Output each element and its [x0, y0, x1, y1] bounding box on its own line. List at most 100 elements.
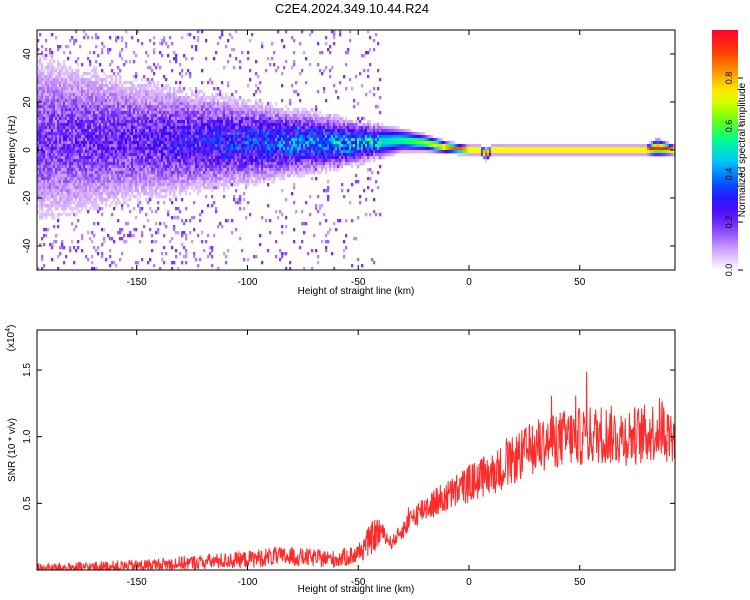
heatmap-cell: [61, 66, 64, 70]
heatmap-cell: [59, 159, 62, 163]
heatmap-cell: [141, 123, 144, 127]
heatmap-cell: [51, 201, 54, 205]
heatmap-cell: [237, 141, 240, 145]
heatmap-cell: [217, 108, 220, 112]
heatmap-cell: [65, 156, 68, 160]
heatmap-cell: [67, 162, 70, 166]
heatmap-cell: [81, 114, 84, 118]
heatmap-cell: [99, 102, 102, 106]
heatmap-cell: [129, 150, 132, 154]
heatmap-cell: [85, 198, 88, 202]
heatmap-cell: [51, 183, 54, 187]
heatmap-cell: [107, 123, 110, 127]
heatmap-cell: [89, 84, 92, 88]
heatmap-cell: [249, 159, 252, 163]
heatmap-cell: [87, 201, 90, 205]
heatmap-cell: [191, 105, 194, 109]
heatmap-cell: [165, 147, 168, 151]
heatmap-cell: [173, 261, 176, 265]
heatmap-cell: [55, 105, 58, 109]
heatmap-cell: [245, 135, 248, 139]
heatmap-cell: [71, 141, 74, 145]
heatmap-cell: [87, 171, 90, 175]
heatmap-cell: [149, 126, 152, 130]
heatmap-cell: [175, 123, 178, 127]
heatmap-cell: [197, 132, 200, 136]
heatmap-cell: [91, 231, 94, 235]
heatmap-cell: [147, 102, 150, 106]
heatmap-cell: [85, 114, 88, 118]
heatmap-cell: [51, 165, 54, 169]
heatmap-cell: [115, 114, 118, 118]
heatmap-cell: [95, 36, 98, 40]
heatmap-cell: [257, 165, 260, 169]
heatmap-cell: [117, 96, 120, 100]
heatmap-cell: [223, 144, 226, 148]
heatmap-cell: [251, 150, 254, 154]
heatmap-cell: [81, 135, 84, 139]
heatmap-cell: [45, 228, 48, 232]
heatmap-cell: [113, 240, 116, 244]
heatmap-cell: [75, 69, 78, 73]
heatmap-cell: [69, 120, 72, 124]
heatmap-cell: [135, 102, 138, 106]
heatmap-cell: [193, 252, 196, 256]
heatmap-cell: [59, 198, 62, 202]
heatmap-cell: [73, 195, 76, 199]
heatmap-cell: [243, 180, 246, 184]
heatmap-cell: [51, 93, 54, 97]
heatmap-cell: [117, 102, 120, 106]
heatmap-cell: [141, 135, 144, 139]
heatmap-cell: [167, 105, 170, 109]
heatmap-cell: [103, 198, 106, 202]
heatmap-cell: [165, 186, 168, 190]
heatmap-cell: [49, 66, 52, 70]
heatmap-cell: [231, 159, 234, 163]
heatmap-cell: [131, 168, 134, 172]
heatmap-cell: [275, 240, 278, 244]
heatmap-cell: [161, 108, 164, 112]
heatmap-cell: [97, 144, 100, 148]
heatmap-cell: [139, 90, 142, 94]
heatmap-cell: [101, 189, 104, 193]
heatmap-cell: [191, 147, 194, 151]
heatmap-cell: [105, 147, 108, 151]
heatmap-cell: [279, 171, 282, 175]
heatmap-cell: [119, 87, 122, 91]
heatmap-cell: [139, 93, 142, 97]
heatmap-cell: [93, 246, 96, 250]
heatmap-cell: [131, 174, 134, 178]
heatmap-cell: [249, 108, 252, 112]
heatmap-cell: [109, 150, 112, 154]
heatmap-cell: [161, 252, 164, 256]
heatmap-cell: [47, 102, 50, 106]
heatmap-cell: [255, 102, 258, 106]
heatmap-cell: [145, 78, 148, 82]
heatmap-cell: [251, 126, 254, 130]
heatmap-cell: [65, 204, 68, 208]
heatmap-cell: [231, 183, 234, 187]
heatmap-cell: [137, 96, 140, 100]
heatmap-cell: [261, 168, 264, 172]
heatmap-cell: [273, 126, 276, 130]
heatmap-cell: [235, 159, 238, 163]
heatmap-cell: [181, 219, 184, 223]
heatmap-cell: [67, 171, 70, 175]
heatmap-cell: [161, 102, 164, 106]
heatmap-cell: [257, 120, 260, 124]
heatmap-cell: [157, 93, 160, 97]
heatmap-cell: [169, 135, 172, 139]
heatmap-cell: [49, 102, 52, 106]
heatmap-cell: [141, 207, 144, 211]
heatmap-cell: [279, 210, 282, 214]
heatmap-cell: [239, 96, 242, 100]
heatmap-cell: [131, 144, 134, 148]
heatmap-cell: [229, 180, 232, 184]
heatmap-cell: [57, 84, 60, 88]
heatmap-cell: [45, 141, 48, 145]
heatmap-cell: [113, 117, 116, 121]
heatmap-cell: [191, 129, 194, 133]
heatmap-cell: [119, 78, 122, 82]
heatmap-cell: [51, 114, 54, 118]
heatmap-cell: [51, 72, 54, 76]
